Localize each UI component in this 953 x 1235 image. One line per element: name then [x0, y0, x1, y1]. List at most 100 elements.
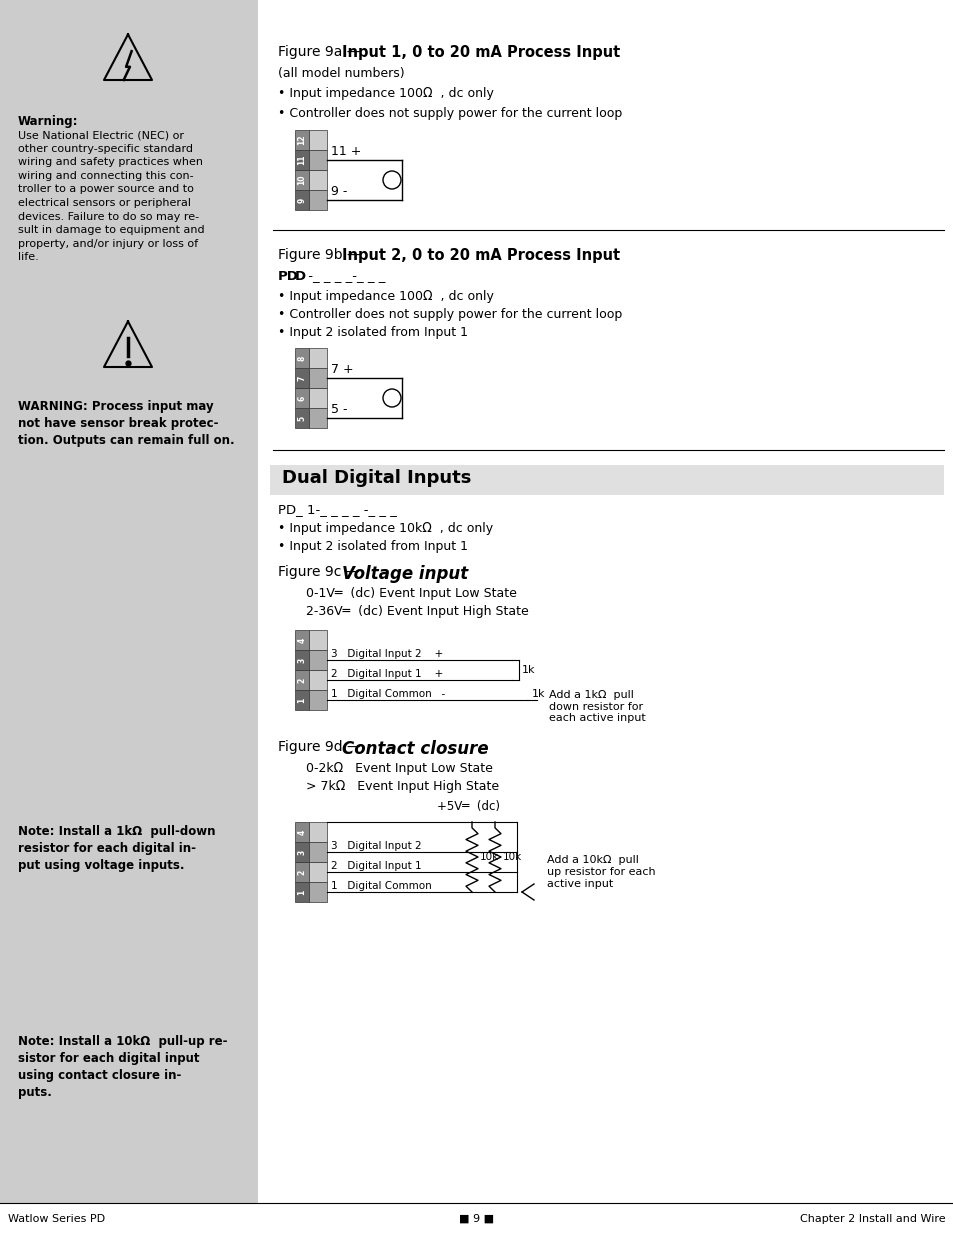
Text: 2: 2: [297, 677, 306, 683]
Text: • Controller does not supply power for the current loop: • Controller does not supply power for t…: [277, 107, 621, 120]
Text: 4: 4: [297, 637, 306, 642]
Bar: [294, 650, 309, 671]
Text: D: D: [294, 270, 306, 283]
Bar: [309, 882, 327, 902]
Text: Input 1, 0 to 20 mA Process Input: Input 1, 0 to 20 mA Process Input: [341, 44, 619, 61]
Text: Add a 10kΩ  pull
up resistor for each
active input: Add a 10kΩ pull up resistor for each act…: [546, 856, 655, 889]
Bar: [294, 823, 309, 842]
Text: • Input 2 isolated from Input 1: • Input 2 isolated from Input 1: [277, 540, 468, 553]
Bar: [309, 690, 327, 710]
Text: • Input impedance 10kΩ  , dc only: • Input impedance 10kΩ , dc only: [277, 522, 493, 535]
Text: • Input impedance 100Ω  , dc only: • Input impedance 100Ω , dc only: [277, 290, 494, 303]
Text: 7: 7: [297, 375, 306, 380]
Text: Watlow Series PD: Watlow Series PD: [8, 1214, 105, 1224]
Text: 1: 1: [297, 889, 306, 894]
Bar: [294, 368, 309, 388]
Text: 2   Digital Input 1: 2 Digital Input 1: [331, 861, 421, 871]
Text: 2   Digital Input 1    +: 2 Digital Input 1 +: [331, 669, 443, 679]
Text: > 7kΩ   Event Input High State: > 7kΩ Event Input High State: [306, 781, 498, 793]
Text: Use National Electric (NEC) or
other country-specific standard
wiring and safety: Use National Electric (NEC) or other cou…: [18, 130, 204, 262]
Text: • Input impedance 100Ω  , dc only: • Input impedance 100Ω , dc only: [277, 86, 494, 100]
Text: Figure 9c —: Figure 9c —: [277, 564, 363, 579]
Text: 0-2kΩ   Event Input Low State: 0-2kΩ Event Input Low State: [306, 762, 493, 776]
Text: 3: 3: [297, 657, 306, 663]
Text: PD_ 1-_ _ _ _ -_ _ _: PD_ 1-_ _ _ _ -_ _ _: [277, 503, 396, 516]
Text: 3   Digital Input 2: 3 Digital Input 2: [331, 841, 421, 851]
Bar: [309, 630, 327, 650]
Bar: [309, 823, 327, 842]
Text: Voltage input: Voltage input: [341, 564, 468, 583]
Bar: [309, 671, 327, 690]
Bar: [294, 130, 309, 149]
Text: PD: PD: [277, 270, 298, 283]
Bar: [294, 190, 309, 210]
Text: 4: 4: [297, 830, 306, 835]
Text: 3: 3: [297, 850, 306, 855]
Bar: [294, 149, 309, 170]
Bar: [0, 0, 257, 1203]
Bar: [294, 690, 309, 710]
Bar: [309, 368, 327, 388]
Text: Contact closure: Contact closure: [341, 740, 488, 758]
Bar: [309, 348, 327, 368]
Text: 6: 6: [297, 395, 306, 400]
Bar: [309, 650, 327, 671]
Text: 11 +: 11 +: [331, 144, 361, 158]
Text: 12: 12: [297, 135, 306, 146]
Text: 0-1V═  (dc) Event Input Low State: 0-1V═ (dc) Event Input Low State: [306, 587, 517, 600]
Bar: [309, 190, 327, 210]
Bar: [294, 882, 309, 902]
Bar: [309, 842, 327, 862]
Bar: [294, 408, 309, 429]
Bar: [294, 388, 309, 408]
Text: ■ 9 ■: ■ 9 ■: [459, 1214, 494, 1224]
Text: Note: Install a 10kΩ  pull-up re-
sistor for each digital input
using contact cl: Note: Install a 10kΩ pull-up re- sistor …: [18, 1035, 227, 1099]
Text: Chapter 2 Install and Wire: Chapter 2 Install and Wire: [800, 1214, 945, 1224]
Text: 9 -: 9 -: [331, 185, 347, 198]
Text: 11: 11: [297, 154, 306, 165]
Text: Figure 9d —: Figure 9d —: [277, 740, 365, 755]
Text: -_ _ _ _-_ _ _: -_ _ _ _-_ _ _: [304, 270, 385, 283]
Text: • Input 2 isolated from Input 1: • Input 2 isolated from Input 1: [277, 326, 468, 338]
Text: 10k: 10k: [502, 852, 521, 862]
Bar: [309, 130, 327, 149]
Text: +5V═  (dc): +5V═ (dc): [436, 800, 499, 813]
Bar: [294, 842, 309, 862]
Text: 5 -: 5 -: [331, 403, 347, 416]
Text: 10: 10: [297, 174, 306, 185]
Text: 3   Digital Input 2    +: 3 Digital Input 2 +: [331, 650, 443, 659]
Text: Figure 9a —: Figure 9a —: [277, 44, 364, 59]
Text: 1k: 1k: [521, 664, 535, 676]
Bar: [309, 170, 327, 190]
Text: Add a 1kΩ  pull
down resistor for
each active input: Add a 1kΩ pull down resistor for each ac…: [548, 690, 645, 724]
Bar: [309, 149, 327, 170]
Bar: [294, 170, 309, 190]
Bar: [309, 408, 327, 429]
Text: Note: Install a 1kΩ  pull-down
resistor for each digital in-
put using voltage i: Note: Install a 1kΩ pull-down resistor f…: [18, 825, 215, 872]
Bar: [309, 388, 327, 408]
Text: 2-36V═  (dc) Event Input High State: 2-36V═ (dc) Event Input High State: [306, 605, 528, 618]
Bar: [309, 862, 327, 882]
Text: 9: 9: [297, 198, 306, 203]
Text: 1k: 1k: [532, 689, 545, 699]
Text: 1   Digital Common: 1 Digital Common: [331, 881, 432, 890]
Bar: [294, 630, 309, 650]
Text: 7 +: 7 +: [331, 363, 354, 375]
Text: (all model numbers): (all model numbers): [277, 67, 404, 80]
Text: 8: 8: [297, 356, 306, 361]
Text: Input 2, 0 to 20 mA Process Input: Input 2, 0 to 20 mA Process Input: [341, 248, 619, 263]
Text: 2: 2: [297, 869, 306, 874]
Text: 1   Digital Common   -: 1 Digital Common -: [331, 689, 445, 699]
Bar: [294, 862, 309, 882]
Text: Figure 9b —: Figure 9b —: [277, 248, 365, 262]
Text: • Controller does not supply power for the current loop: • Controller does not supply power for t…: [277, 308, 621, 321]
Text: 10k: 10k: [479, 852, 498, 862]
Text: 1: 1: [297, 698, 306, 703]
Text: Warning:: Warning:: [18, 115, 78, 128]
Text: Dual Digital Inputs: Dual Digital Inputs: [282, 469, 471, 487]
Text: 5: 5: [297, 415, 306, 421]
Bar: [270, 466, 943, 495]
Bar: [294, 348, 309, 368]
Bar: [294, 671, 309, 690]
Text: WARNING: Process input may
not have sensor break protec-
tion. Outputs can remai: WARNING: Process input may not have sens…: [18, 400, 234, 447]
